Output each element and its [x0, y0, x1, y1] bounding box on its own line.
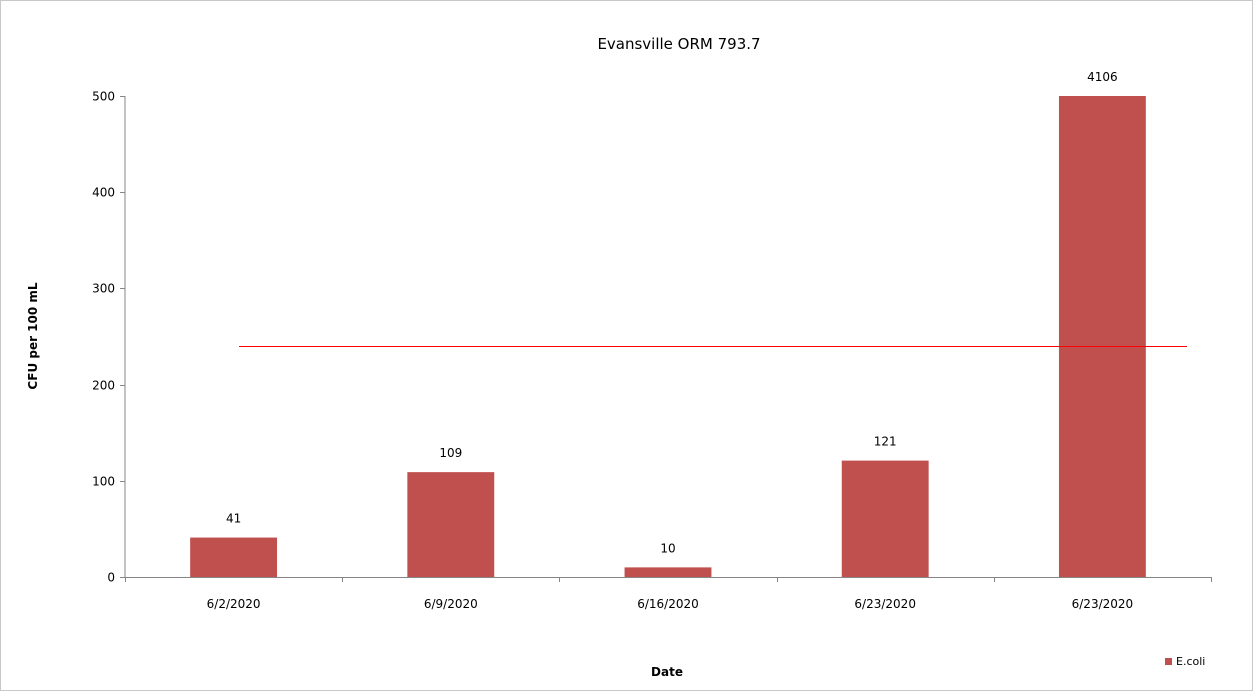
x-tick-label-1: 6/2/2020	[207, 597, 261, 611]
data-label-5: 4106	[1087, 70, 1118, 84]
y-tick-label: 300	[92, 282, 115, 296]
bar-4	[841, 460, 929, 577]
plot-area: 0 100 200 300 400 500 41 6/2/2020 109 6/9/2020 10 6…	[92, 70, 1212, 611]
data-label-2: 109	[439, 446, 462, 460]
data-label-1: 41	[226, 512, 241, 526]
y-tick-label: 200	[92, 379, 115, 393]
data-label-4: 121	[874, 435, 897, 449]
x-tick-label-3: 6/16/2020	[637, 597, 699, 611]
bar-2	[407, 472, 495, 577]
y-tick-label: 500	[92, 90, 115, 104]
chart-title: Evansville ORM 793.7	[597, 35, 760, 53]
y-tick-label: 100	[92, 475, 115, 489]
bar-5	[1058, 96, 1146, 577]
legend-swatch-ecoli	[1165, 658, 1172, 665]
x-tick-label-4: 6/23/2020	[854, 597, 916, 611]
y-axis-title: CFU per 100 mL	[26, 282, 40, 389]
data-label-3: 10	[660, 541, 675, 555]
legend-label-ecoli: E.coli	[1176, 655, 1205, 668]
x-tick-label-2: 6/9/2020	[424, 597, 478, 611]
legend: E.coli	[1165, 655, 1205, 668]
bar-3	[624, 567, 712, 577]
x-tick-label-5: 6/23/2020	[1072, 597, 1134, 611]
bar-1	[190, 537, 278, 577]
y-tick-label: 400	[92, 186, 115, 200]
y-tick-label: 0	[107, 571, 115, 585]
x-axis-title: Date	[651, 665, 683, 679]
